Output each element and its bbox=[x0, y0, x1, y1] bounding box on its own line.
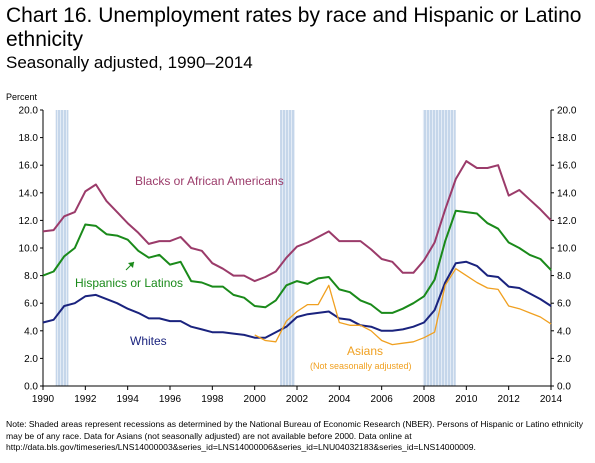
y-tick-label-right: 18.0 bbox=[557, 133, 577, 144]
x-tick-label: 2010 bbox=[455, 394, 478, 405]
y-tick-label-right: 2.0 bbox=[557, 354, 571, 365]
y-tick-label: 14.0 bbox=[19, 188, 39, 199]
chart-axes: 0.0 0.0 2.0 2.0 4.0 4.0 6.0 6.0 8.0 8.0 10.0 10.0 12… bbox=[19, 106, 577, 406]
recession-band bbox=[423, 110, 456, 386]
x-tick-label: 2014 bbox=[540, 394, 563, 405]
x-tick-label: 1996 bbox=[159, 394, 182, 405]
x-tick-label: 1990 bbox=[32, 394, 55, 405]
recession-band bbox=[280, 110, 295, 386]
series-label-asians: Asians bbox=[347, 344, 383, 358]
series-label-blacks: Blacks or African Americans bbox=[135, 174, 284, 188]
series-line-whites bbox=[43, 262, 551, 338]
y-tick-label-right: 14.0 bbox=[557, 188, 577, 199]
x-tick-label: 2004 bbox=[328, 394, 351, 405]
y-tick-label-right: 12.0 bbox=[557, 216, 577, 227]
recession-band bbox=[56, 110, 69, 386]
x-tick-label: 2002 bbox=[286, 394, 309, 405]
x-tick-label: 2000 bbox=[244, 394, 267, 405]
y-tick-label: 16.0 bbox=[19, 161, 39, 172]
y-tick-label-right: 20.0 bbox=[557, 106, 577, 117]
y-tick-label: 6.0 bbox=[24, 299, 38, 310]
y-tick-label: 0.0 bbox=[24, 382, 38, 393]
y-tick-label: 20.0 bbox=[19, 106, 39, 117]
y-tick-label: 10.0 bbox=[19, 244, 39, 255]
y-tick-label-right: 10.0 bbox=[557, 244, 577, 255]
x-tick-label: 1992 bbox=[74, 394, 97, 405]
y-tick-label-right: 0.0 bbox=[557, 382, 571, 393]
y-tick-label-right: 16.0 bbox=[557, 161, 577, 172]
series-labels: Blacks or African Americans Hispanics or … bbox=[75, 174, 412, 371]
y-tick-label-right: 4.0 bbox=[557, 326, 571, 337]
y-tick-label: 8.0 bbox=[24, 271, 38, 282]
series-line-asians bbox=[255, 269, 551, 345]
y-axis-label: Percent bbox=[6, 92, 38, 102]
series-label-whites: Whites bbox=[130, 334, 167, 348]
x-tick-label: 1998 bbox=[201, 394, 224, 405]
series-label-hispanics: Hispanics or Latinos bbox=[75, 276, 183, 290]
x-tick-label: 2008 bbox=[413, 394, 436, 405]
x-tick-label: 1994 bbox=[117, 394, 140, 405]
y-tick-label: 18.0 bbox=[19, 133, 39, 144]
y-tick-label-right: 6.0 bbox=[557, 299, 571, 310]
y-tick-label-right: 8.0 bbox=[557, 271, 571, 282]
series-label-asians-note: (Not seasonally adjusted) bbox=[310, 361, 412, 371]
series-line-blacks-or-african-americans bbox=[43, 161, 551, 281]
y-tick-label: 4.0 bbox=[24, 326, 38, 337]
x-tick-label: 2006 bbox=[371, 394, 394, 405]
y-tick-label: 12.0 bbox=[19, 216, 39, 227]
y-tick-label: 2.0 bbox=[24, 354, 38, 365]
x-tick-label: 2012 bbox=[498, 394, 521, 405]
series-line-hispanics-or-latinos bbox=[43, 211, 551, 313]
chart-series bbox=[43, 161, 551, 345]
chart-note: Note: Shaded areas represent recessions … bbox=[6, 419, 591, 454]
